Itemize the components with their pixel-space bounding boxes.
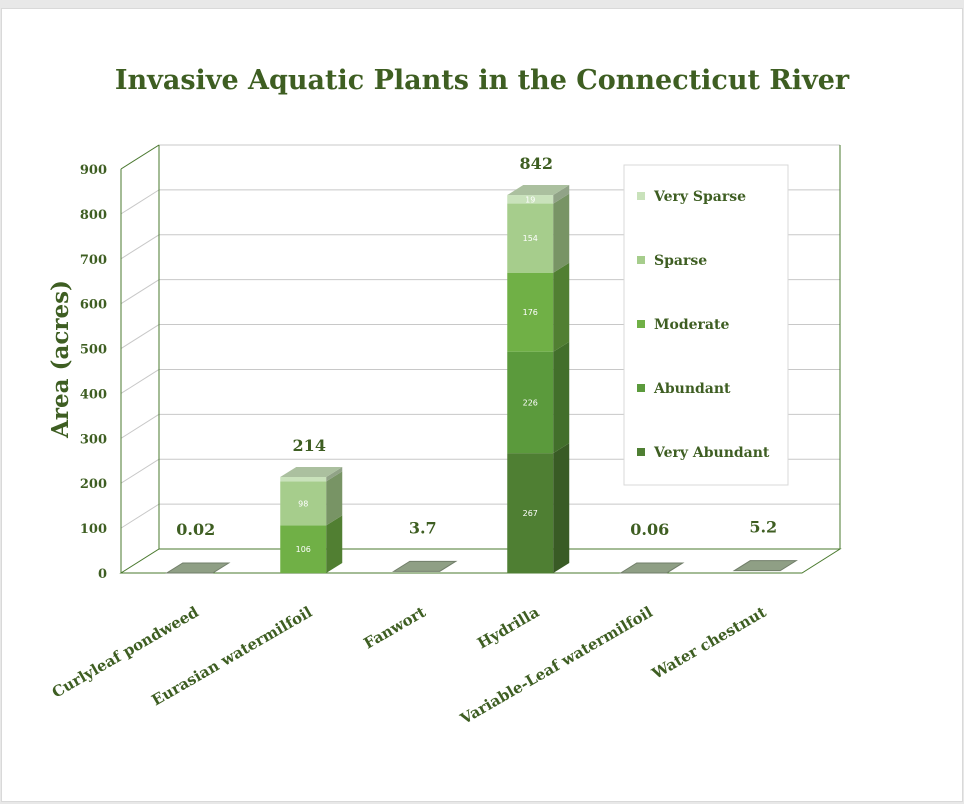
chart-frame: Invasive Aquatic Plants in the Connectic… — [1, 8, 963, 802]
data-label: 106 — [296, 545, 311, 554]
bar-segment — [507, 453, 554, 573]
chart-title: Invasive Aquatic Plants in the Connectic… — [115, 65, 850, 96]
plot-area: 01002003004005006007008009000.02Curlylea… — [49, 144, 842, 729]
data-label: 154 — [523, 234, 538, 243]
legend-swatch — [637, 384, 645, 392]
data-label: 98 — [298, 499, 308, 508]
bar-side — [326, 466, 343, 482]
bar-total-label: 0.02 — [176, 520, 215, 539]
bar-segment — [507, 351, 554, 454]
bar-side — [553, 443, 570, 573]
chart-canvas: Invasive Aquatic Plants in the Connectic… — [47, 65, 850, 729]
bar-total-label: 842 — [520, 154, 553, 173]
bar-segment — [507, 272, 554, 352]
y-tick-label: 900 — [80, 163, 107, 178]
bar-top — [507, 185, 570, 196]
x-tick-label: Fanwort — [361, 603, 429, 653]
bar-side — [326, 471, 343, 526]
bar-segment — [280, 481, 327, 526]
bar-segment — [280, 525, 327, 573]
x-tick-label: Hydrilla — [474, 603, 542, 653]
bar-total-label: 3.7 — [409, 518, 437, 537]
x-tick-label: Variable-Leaf watermilfoil — [456, 603, 656, 729]
legend-entry: Very Sparse — [653, 189, 746, 205]
legend-box — [623, 164, 789, 486]
y-tick-label: 800 — [80, 208, 107, 223]
y-tick-label: 700 — [80, 253, 107, 268]
chart-floor — [119, 548, 842, 574]
bar-segment — [732, 560, 798, 572]
data-label: 176 — [523, 308, 538, 317]
bar-segment — [619, 562, 685, 574]
data-label: 267 — [523, 509, 538, 518]
data-label: 226 — [523, 398, 538, 407]
legend-entry: Very Abundant — [653, 445, 770, 461]
bar-total-label: 214 — [293, 436, 326, 455]
legend-swatch — [637, 320, 645, 328]
gridline-diagonal — [120, 458, 160, 484]
x-tick-label: Water chestnut — [648, 603, 769, 683]
data-label: 19 — [525, 195, 535, 204]
bar-segment — [507, 203, 554, 273]
bar-side — [553, 262, 570, 352]
y-tick-label: 0 — [98, 567, 107, 582]
legend-entry: Abundant — [653, 381, 731, 397]
gridline-diagonal — [120, 369, 160, 394]
y-tick-label: 100 — [80, 522, 107, 537]
y-tick-label: 300 — [80, 432, 107, 447]
gridline-diagonal — [120, 324, 160, 349]
legend-entry: Sparse — [654, 253, 707, 269]
y-axis-label: Area (acres) — [47, 280, 74, 439]
gridline-diagonal — [120, 189, 160, 215]
legend-swatch — [637, 256, 645, 264]
bar-total-label: 5.2 — [749, 518, 777, 537]
gridline-diagonal — [120, 503, 160, 529]
wall-top-edge — [120, 144, 160, 170]
y-tick-label: 200 — [80, 477, 107, 492]
bar-side — [553, 185, 570, 204]
bar-side — [326, 515, 343, 573]
gridline-diagonal — [120, 279, 160, 305]
bar-side — [553, 193, 570, 273]
legend-entry: Moderate — [654, 317, 729, 333]
legend-swatch — [637, 192, 645, 200]
bar-segment — [392, 560, 458, 572]
bar-segment — [280, 476, 327, 482]
bar-side — [553, 341, 570, 454]
bar-segment — [165, 562, 231, 574]
y-tick-label: 600 — [80, 298, 107, 313]
legend-swatch — [637, 448, 645, 456]
bar-top — [280, 466, 343, 477]
bar-segment — [507, 195, 554, 204]
bar-total-label: 0.06 — [630, 520, 669, 539]
gridline-diagonal — [120, 234, 160, 260]
gridline-diagonal — [120, 413, 160, 439]
y-tick-label: 400 — [80, 387, 107, 402]
y-tick-label: 500 — [80, 343, 107, 358]
